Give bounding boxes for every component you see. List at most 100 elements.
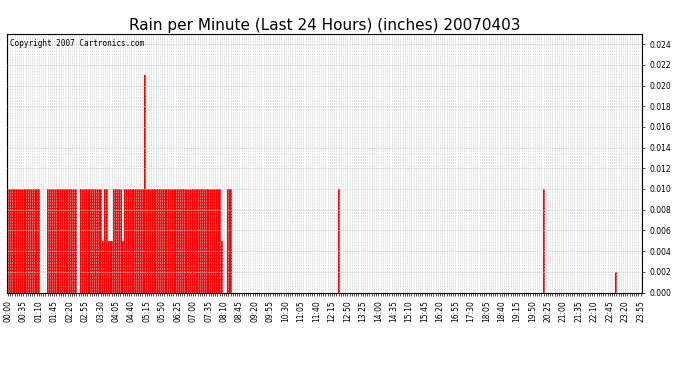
Bar (62, 189, 64, 292)
Bar (168, 189, 170, 292)
Bar (159, 189, 161, 292)
Bar (25, 189, 27, 292)
Bar (206, 189, 208, 292)
Bar (132, 189, 135, 292)
Bar (144, 75, 146, 292)
Bar (186, 189, 188, 292)
Bar (184, 189, 186, 292)
Bar (146, 189, 148, 292)
Bar (170, 189, 172, 292)
Bar (9, 189, 11, 292)
Bar (95, 189, 97, 292)
Bar (46, 189, 49, 292)
Bar (110, 241, 112, 292)
Bar (90, 189, 93, 292)
Bar (57, 189, 60, 292)
Bar (337, 189, 339, 292)
Bar (75, 189, 77, 292)
Bar (126, 189, 128, 292)
Bar (66, 189, 68, 292)
Bar (137, 189, 139, 292)
Bar (115, 189, 117, 292)
Bar (172, 189, 175, 292)
Bar (150, 189, 152, 292)
Bar (227, 189, 230, 292)
Bar (121, 241, 124, 292)
Bar (38, 189, 40, 292)
Bar (36, 189, 38, 292)
Bar (212, 189, 214, 292)
Bar (119, 189, 121, 292)
Bar (99, 189, 101, 292)
Bar (16, 189, 18, 292)
Bar (214, 189, 216, 292)
Bar (192, 189, 195, 292)
Bar (148, 189, 150, 292)
Bar (181, 189, 184, 292)
Bar (208, 189, 210, 292)
Bar (7, 189, 9, 292)
Bar (155, 189, 157, 292)
Bar (216, 189, 219, 292)
Bar (31, 189, 33, 292)
Bar (203, 189, 206, 292)
Text: Copyright 2007 Cartronics.com: Copyright 2007 Cartronics.com (10, 39, 144, 48)
Bar (79, 189, 82, 292)
Bar (221, 241, 223, 292)
Bar (60, 189, 62, 292)
Bar (161, 189, 164, 292)
Bar (124, 189, 126, 292)
Bar (27, 189, 29, 292)
Bar (128, 189, 130, 292)
Bar (135, 189, 137, 292)
Bar (73, 189, 75, 292)
Bar (179, 189, 181, 292)
Bar (64, 189, 66, 292)
Bar (219, 189, 221, 292)
Bar (197, 189, 199, 292)
Bar (210, 189, 212, 292)
Bar (177, 189, 179, 292)
Bar (190, 189, 192, 292)
Bar (104, 189, 106, 292)
Bar (166, 189, 168, 292)
Bar (93, 189, 95, 292)
Bar (139, 189, 141, 292)
Bar (11, 189, 14, 292)
Bar (55, 189, 57, 292)
Bar (18, 189, 20, 292)
Bar (141, 189, 144, 292)
Bar (22, 189, 25, 292)
Bar (542, 189, 544, 292)
Bar (20, 189, 22, 292)
Bar (106, 189, 108, 292)
Bar (175, 189, 177, 292)
Bar (29, 189, 31, 292)
Bar (230, 189, 232, 292)
Bar (71, 189, 73, 292)
Bar (199, 189, 201, 292)
Bar (51, 189, 53, 292)
Bar (157, 189, 159, 292)
Bar (130, 189, 132, 292)
Bar (53, 189, 55, 292)
Bar (108, 241, 110, 292)
Bar (101, 241, 104, 292)
Bar (82, 189, 84, 292)
Bar (152, 189, 155, 292)
Bar (49, 189, 51, 292)
Bar (88, 189, 90, 292)
Bar (84, 189, 86, 292)
Bar (14, 189, 16, 292)
Bar (615, 272, 618, 292)
Bar (68, 189, 71, 292)
Bar (195, 189, 197, 292)
Bar (201, 189, 203, 292)
Bar (164, 189, 166, 292)
Bar (112, 189, 115, 292)
Bar (86, 189, 88, 292)
Title: Rain per Minute (Last 24 Hours) (inches) 20070403: Rain per Minute (Last 24 Hours) (inches)… (128, 18, 520, 33)
Bar (97, 189, 99, 292)
Bar (188, 189, 190, 292)
Bar (117, 189, 119, 292)
